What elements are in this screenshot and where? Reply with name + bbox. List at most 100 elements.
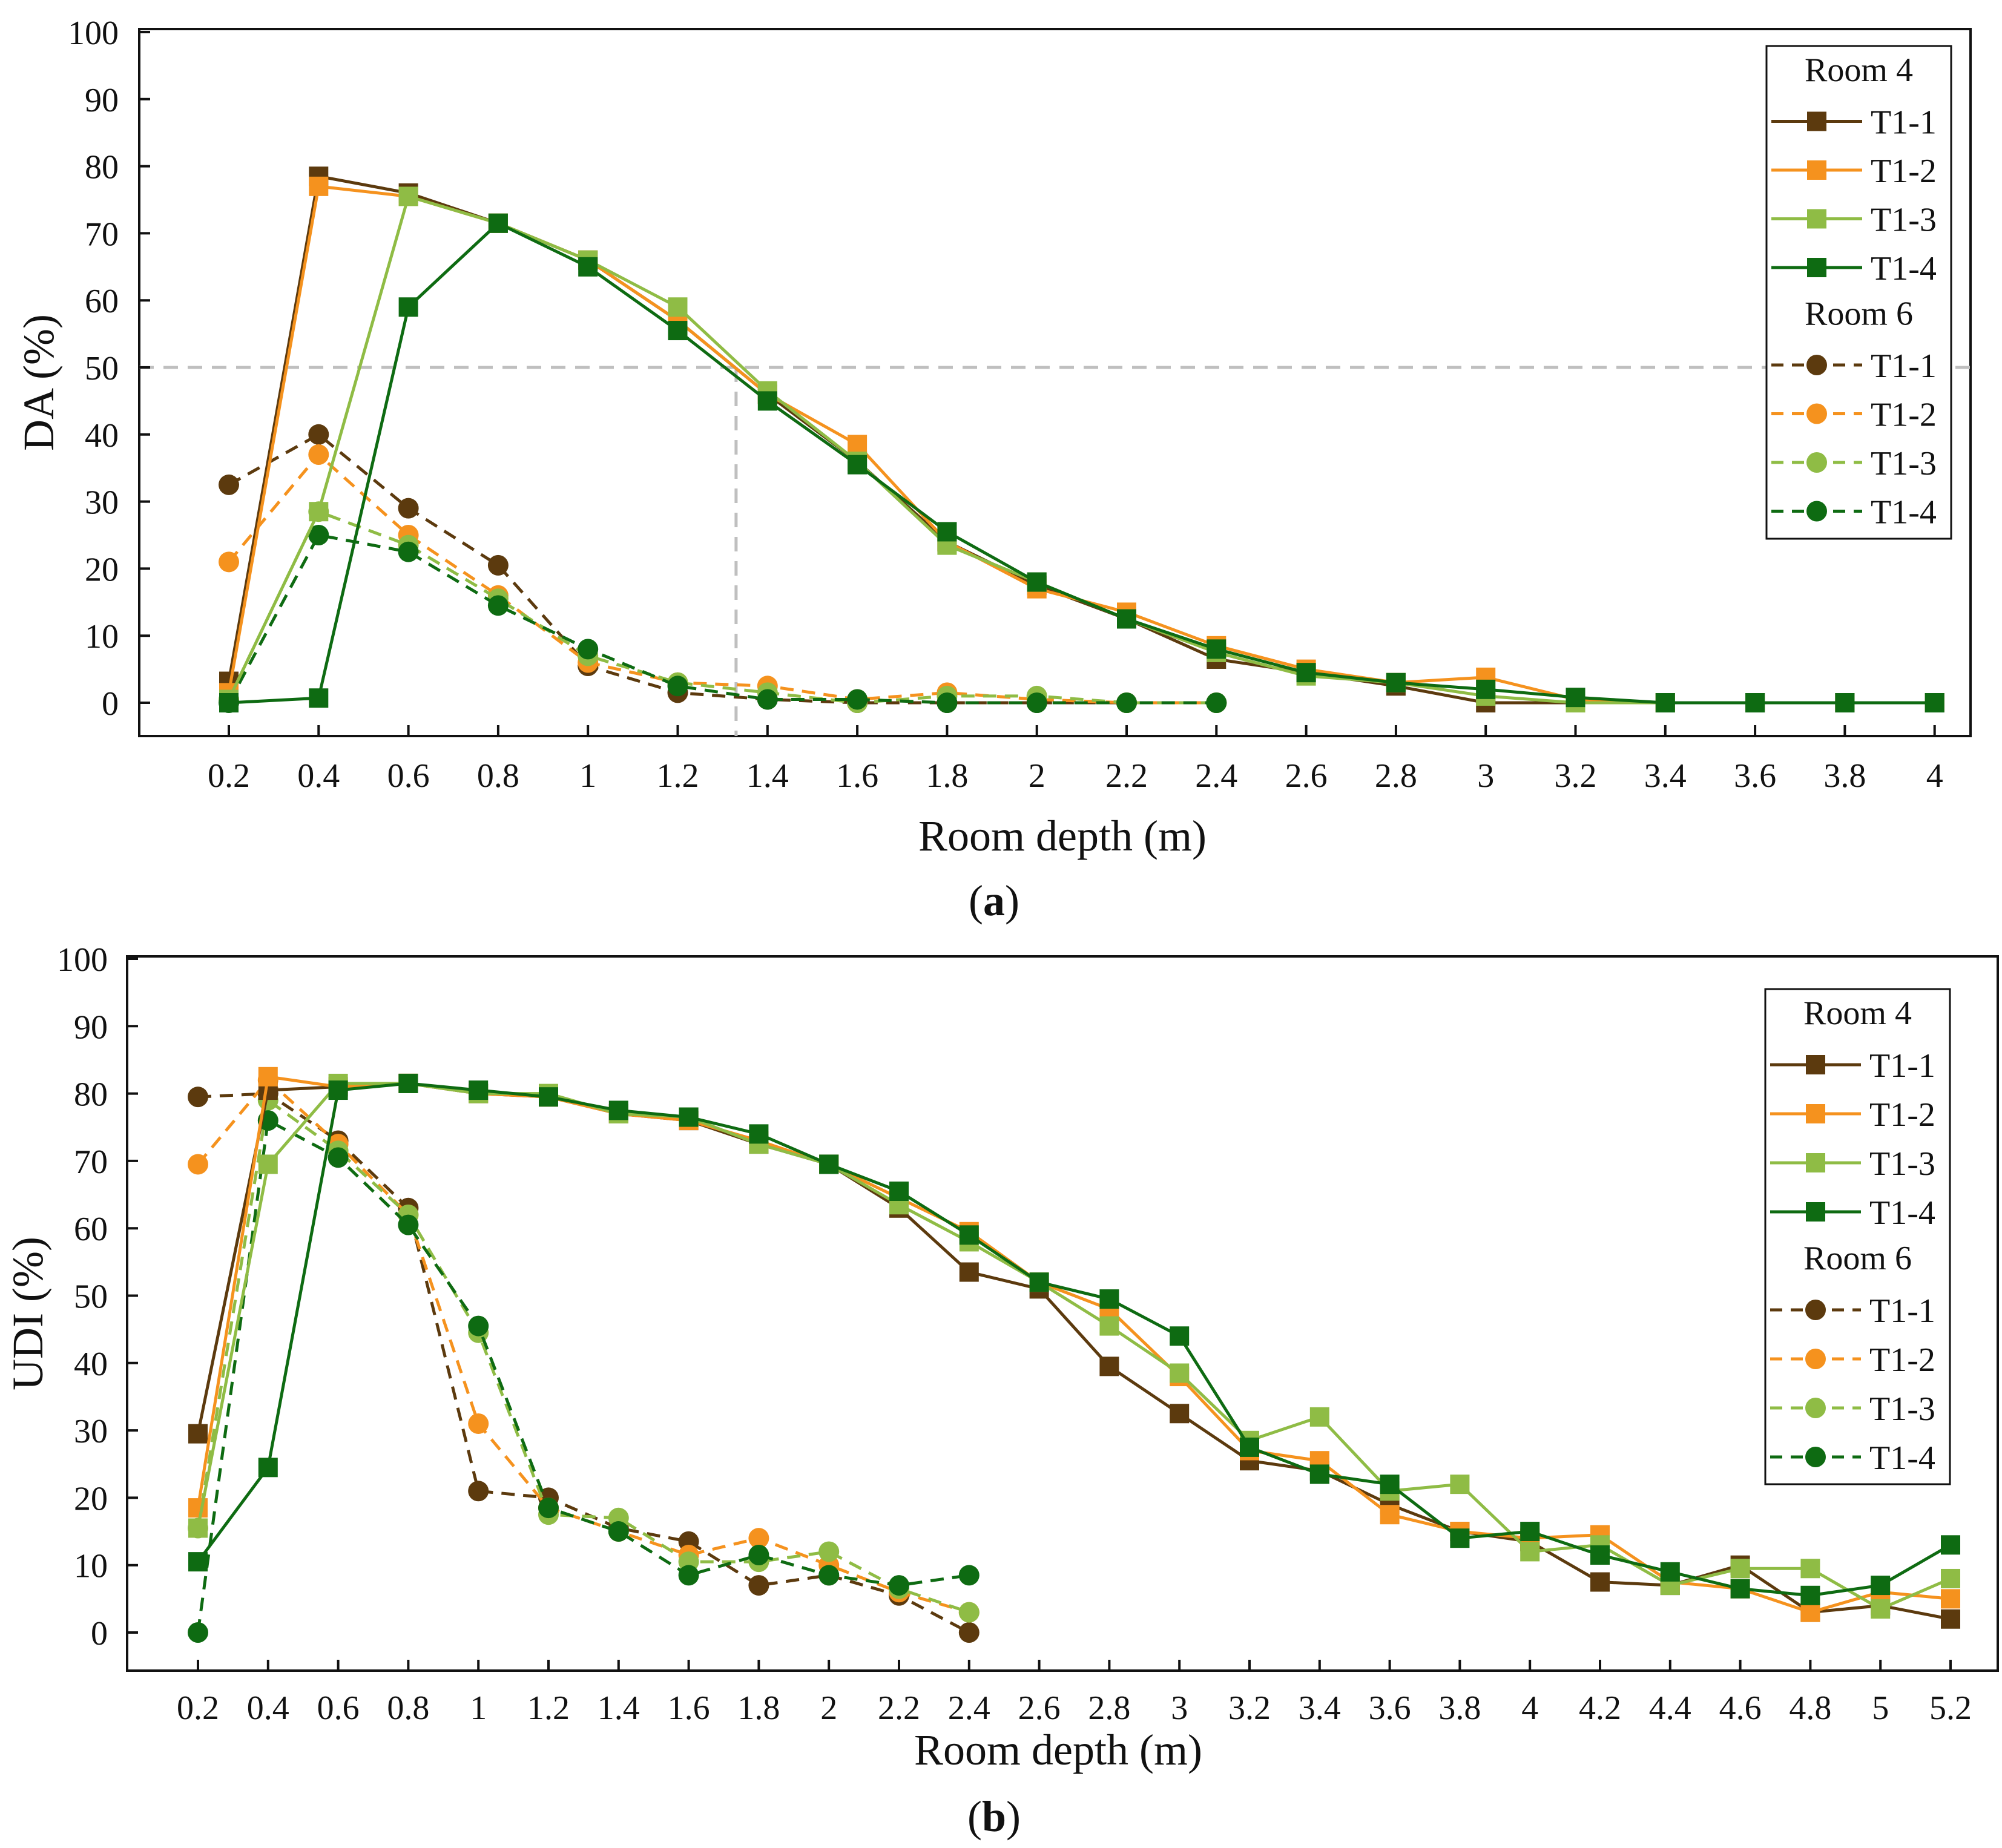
data-point-b-room-4-t1-4-1	[469, 1080, 489, 1100]
data-point-b-room-6-t1-4-1-8	[748, 1545, 769, 1566]
legend-entry-b-room-4-t1-4: T1-4	[1770, 1194, 1935, 1232]
x-tick-label-a-0-2: 0.2	[208, 757, 250, 795]
legend-label-b-room-6-t1-1: T1-1	[1869, 1292, 1935, 1330]
data-point-b-room-6-t1-3-2	[818, 1541, 840, 1562]
x-axis-label-b: Room depth (m)	[914, 1726, 1202, 1774]
x-tick-label-b-1: 1	[470, 1689, 487, 1727]
data-point-b-room-4-t1-4-3	[1170, 1326, 1190, 1346]
x-tick-label-b-4-2: 4.2	[1579, 1689, 1621, 1727]
x-tick-label-b-4-4: 4.4	[1649, 1689, 1691, 1727]
data-point-b-room-4-t1-3-4-8	[1800, 1559, 1820, 1579]
panel-label-b: (b)	[967, 1792, 1021, 1841]
data-point-b-room-4-t1-3-3	[1170, 1363, 1190, 1383]
legend-marker-a-room-4-t1-1	[1807, 111, 1826, 131]
data-point-a-room-4-t1-4-1-8	[937, 522, 957, 542]
legend-box-b	[1764, 988, 1951, 1485]
y-tick-label-a-100: 100	[68, 15, 119, 52]
data-point-a-room-6-t1-4-1-2	[667, 676, 688, 697]
legend-title-b-room-4: Room 4	[1803, 995, 1912, 1032]
data-point-b-room-6-t1-4-2	[818, 1565, 840, 1586]
legend-label-a-room-6-t1-2: T1-2	[1871, 396, 1937, 434]
data-point-a-room-6-t1-1-0-6	[398, 498, 419, 519]
panel-letter-a: a	[983, 876, 1005, 925]
legend-marker-a-room-6-t1-3	[1806, 452, 1827, 473]
y-tick-label-a-50: 50	[85, 350, 119, 387]
data-point-b-room-4-t1-2-0-4	[258, 1067, 278, 1087]
x-tick-label-b-2-2: 2.2	[878, 1689, 920, 1727]
x-tick-label-b-0-6: 0.6	[317, 1689, 360, 1727]
y-tick-label-b-0: 0	[91, 1615, 108, 1652]
x-tick-label-a-1: 1	[579, 757, 596, 795]
data-point-b-room-6-t1-4-2-4	[958, 1565, 980, 1586]
data-point-b-room-4-t1-4-5	[1871, 1576, 1891, 1596]
legend-label-b-room-4-t1-4: T1-4	[1869, 1194, 1935, 1232]
x-tick-label-b-0-4: 0.4	[247, 1689, 289, 1727]
data-point-a-room-4-t1-4-2-8	[1386, 672, 1406, 692]
series-line-a-room-6-t1-1	[228, 432, 1217, 705]
x-tick-label-a-3-6: 3.6	[1734, 757, 1776, 795]
y-tick-label-b-10: 10	[74, 1548, 108, 1585]
data-point-a-room-4-t1-4-0-6	[398, 297, 418, 317]
x-tick-label-b-5: 5	[1872, 1689, 1889, 1727]
x-tick-label-b-3-2: 3.2	[1228, 1689, 1271, 1727]
data-point-a-room-4-t1-4-2-4	[1207, 639, 1227, 659]
data-point-b-room-4-t1-4-2-8	[1099, 1289, 1119, 1309]
legend-entry-a-room-6-t1-1: T1-1	[1771, 347, 1937, 385]
data-point-a-room-6-t1-2-0-4	[308, 444, 329, 465]
x-tick-label-a-1-2: 1.2	[657, 757, 699, 795]
data-point-b-room-4-t1-3-0-2	[188, 1518, 208, 1538]
legend-title-b-room-6: Room 6	[1803, 1240, 1912, 1277]
legend-label-a-room-4-t1-3: T1-3	[1871, 202, 1937, 239]
x-tick-label-a-2-6: 2.6	[1285, 757, 1328, 795]
data-point-b-room-4-t1-4-0-2	[188, 1552, 208, 1572]
x-tick-label-b-0-8: 0.8	[387, 1689, 429, 1727]
data-point-b-room-4-t1-4-3-4	[1309, 1464, 1329, 1484]
data-point-a-room-4-t1-4-2-6	[1296, 663, 1316, 683]
y-tick-label-b-60: 60	[74, 1211, 108, 1248]
data-point-b-room-6-t1-1-0-2	[188, 1087, 208, 1108]
legend-label-b-room-4-t1-1: T1-1	[1869, 1047, 1935, 1085]
legend-entry-a-room-6-t1-4: T1-4	[1771, 494, 1937, 531]
x-tick-label-a-2-4: 2.4	[1195, 757, 1237, 795]
series-line-b-room-4-t1-4	[196, 1082, 1952, 1597]
data-point-b-room-4-t1-4-4-2	[1590, 1545, 1610, 1565]
data-point-b-room-6-t1-1-1-8	[748, 1575, 769, 1596]
legend-label-b-room-4-t1-3: T1-3	[1869, 1145, 1935, 1183]
x-tick-label-a-1-8: 1.8	[926, 757, 968, 795]
y-axis-ticks-a: 0 10 20 30 40 50 60 70 80 90 100	[68, 15, 150, 723]
legend-entry-b-room-4-t1-2: T1-2	[1770, 1096, 1935, 1134]
legend-entry-a-room-4-t1-3: T1-3	[1771, 202, 1937, 239]
x-tick-label-b-2: 2	[820, 1689, 837, 1727]
legend-b: Room 4 T1-1 T1-2 T1-3 T1-4 Room 6 T1-1 T1-2 T1-3…	[1764, 988, 1951, 1485]
legend-box-a	[1765, 45, 1952, 540]
data-point-a-room-6-t1-4-0-8	[487, 595, 509, 616]
data-point-a-room-6-t1-1-0-8	[487, 554, 509, 576]
legend-marker-b-room-6-t1-3	[1805, 1398, 1826, 1418]
y-tick-label-a-80: 80	[85, 149, 119, 186]
legend-marker-b-room-6-t1-4	[1805, 1447, 1826, 1467]
legend-marker-b-room-4-t1-2	[1806, 1104, 1825, 1123]
series-line-b-room-6-t1-1	[197, 1092, 970, 1634]
data-point-b-room-4-t1-2-4-8	[1800, 1602, 1820, 1622]
panel-label-a: (a)	[969, 876, 1019, 925]
x-tick-label-a-3: 3	[1477, 757, 1494, 795]
series-line-b-room-6-t1-4	[196, 1118, 970, 1633]
legend-label-a-room-6-t1-4: T1-4	[1871, 494, 1937, 531]
x-tick-label-a-2-2: 2.2	[1105, 757, 1148, 795]
x-tick-label-a-0-6: 0.6	[387, 757, 430, 795]
data-point-b-room-4-t1-4-4-6	[1730, 1579, 1750, 1599]
y-tick-label-b-80: 80	[74, 1076, 108, 1114]
data-point-a-room-4-t1-4-2	[1027, 572, 1047, 592]
x-tick-label-b-3-4: 3.4	[1299, 1689, 1341, 1727]
legend-marker-a-room-4-t1-4	[1807, 258, 1826, 277]
series-a-room-6-t1-4	[219, 525, 1227, 713]
legend-marker-a-room-4-t1-2	[1807, 160, 1826, 180]
data-point-a-room-4-t1-4-1	[578, 257, 598, 277]
data-point-b-room-4-t1-2-0-2	[188, 1498, 208, 1518]
x-tick-label-a-0-4: 0.4	[297, 757, 340, 795]
series-line-a-room-6-t1-3	[227, 510, 1217, 705]
x-tick-label-b-2-4: 2.4	[948, 1689, 990, 1727]
data-point-a-room-4-t1-4-0-2	[219, 693, 239, 712]
data-point-b-room-4-t1-2-5-2	[1941, 1589, 1960, 1609]
data-point-b-room-6-t1-4-1-6	[678, 1565, 699, 1586]
